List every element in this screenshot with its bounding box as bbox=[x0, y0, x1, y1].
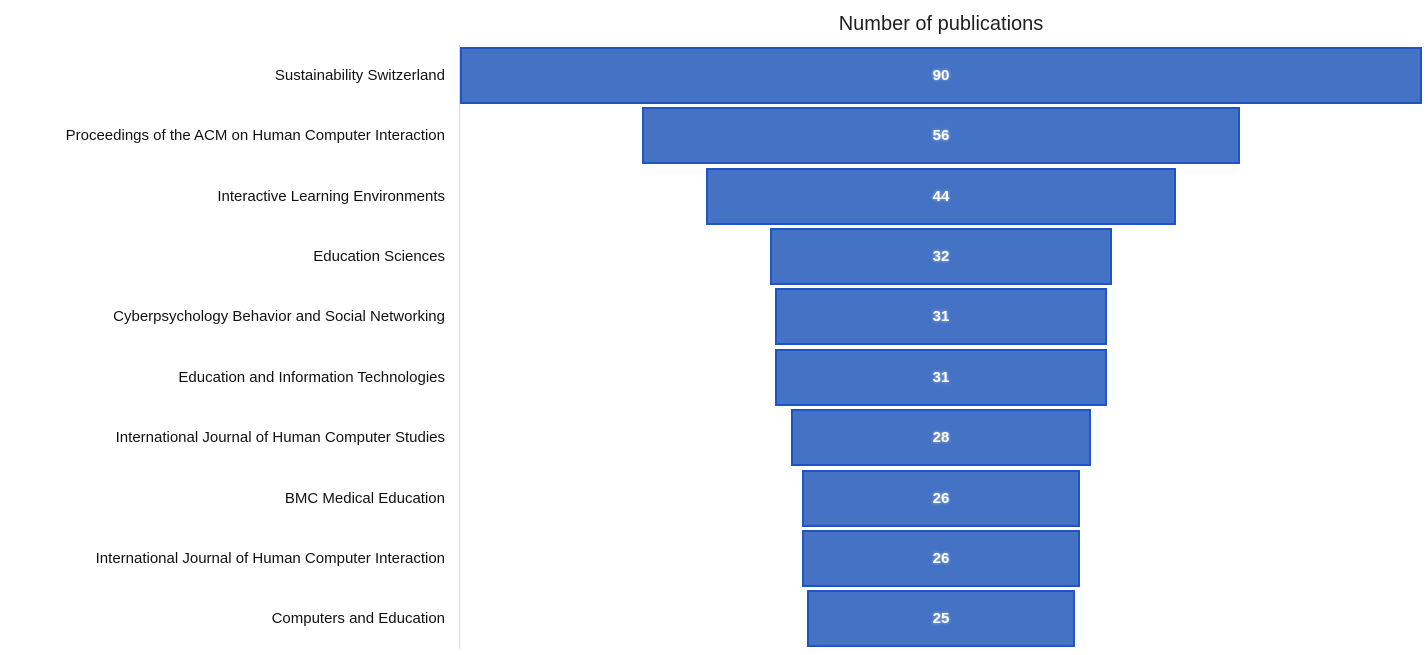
chart-title: Number of publications bbox=[838, 13, 1044, 35]
funnel-bar: 28 bbox=[791, 409, 1091, 467]
funnel-bar: 90 bbox=[460, 46, 1422, 104]
bar-row: 26 bbox=[460, 528, 1422, 588]
funnel-bar: 25 bbox=[807, 590, 1075, 648]
category-label: Computers and Education bbox=[271, 610, 445, 628]
label-row: Education and Information Technologies bbox=[0, 347, 459, 407]
category-label: International Journal of Human Computer … bbox=[115, 429, 445, 447]
category-axis-labels: Sustainability Switzerland Proceedings of… bbox=[0, 45, 459, 649]
bar-row: 32 bbox=[460, 226, 1422, 286]
plot-area: 90 56 44 32 31 31 28 26 26 25 bbox=[459, 45, 1422, 649]
label-row: Proceedings of the ACM on Human Computer… bbox=[0, 105, 459, 165]
label-row: International Journal of Human Computer … bbox=[0, 407, 459, 467]
value-label: 90 bbox=[932, 66, 950, 84]
label-row: Sustainability Switzerland bbox=[0, 45, 459, 105]
funnel-bar: 26 bbox=[802, 469, 1080, 527]
funnel-bar: 56 bbox=[641, 107, 1241, 165]
funnel-bar: 26 bbox=[802, 529, 1080, 587]
funnel-bar: 31 bbox=[775, 348, 1107, 406]
value-label: 31 bbox=[932, 368, 950, 386]
category-label: Cyberpsychology Behavior and Social Netw… bbox=[113, 308, 445, 326]
bar-row: 90 bbox=[460, 45, 1422, 105]
funnel-bar: 31 bbox=[775, 288, 1107, 346]
value-label: 26 bbox=[932, 549, 950, 567]
category-label: Interactive Learning Environments bbox=[217, 187, 445, 205]
bar-row: 56 bbox=[460, 105, 1422, 165]
category-label: Sustainability Switzerland bbox=[274, 66, 445, 84]
bar-row: 28 bbox=[460, 407, 1422, 467]
bar-row: 31 bbox=[460, 347, 1422, 407]
label-row: International Journal of Human Computer … bbox=[0, 528, 459, 588]
category-label: Education Sciences bbox=[313, 247, 445, 265]
value-label: 32 bbox=[932, 247, 950, 265]
label-row: Interactive Learning Environments bbox=[0, 166, 459, 226]
value-label: 31 bbox=[932, 308, 950, 326]
label-row: Cyberpsychology Behavior and Social Netw… bbox=[0, 287, 459, 347]
label-row: Computers and Education bbox=[0, 589, 459, 649]
value-label: 26 bbox=[932, 489, 950, 507]
category-label: International Journal of Human Computer … bbox=[95, 549, 445, 567]
bar-row: 25 bbox=[460, 589, 1422, 649]
category-label: Education and Information Technologies bbox=[178, 368, 445, 386]
bar-row: 26 bbox=[460, 468, 1422, 528]
funnel-bar: 44 bbox=[705, 167, 1177, 225]
category-label: BMC Medical Education bbox=[284, 489, 445, 507]
bar-row: 31 bbox=[460, 287, 1422, 347]
value-label: 56 bbox=[932, 127, 950, 145]
label-row: Education Sciences bbox=[0, 226, 459, 286]
value-label: 25 bbox=[932, 610, 950, 628]
label-row: BMC Medical Education bbox=[0, 468, 459, 528]
category-label: Proceedings of the ACM on Human Computer… bbox=[65, 127, 445, 145]
value-label: 28 bbox=[932, 429, 950, 447]
funnel-bar: 32 bbox=[769, 227, 1113, 285]
value-label: 44 bbox=[932, 187, 950, 205]
bar-row: 44 bbox=[460, 166, 1422, 226]
